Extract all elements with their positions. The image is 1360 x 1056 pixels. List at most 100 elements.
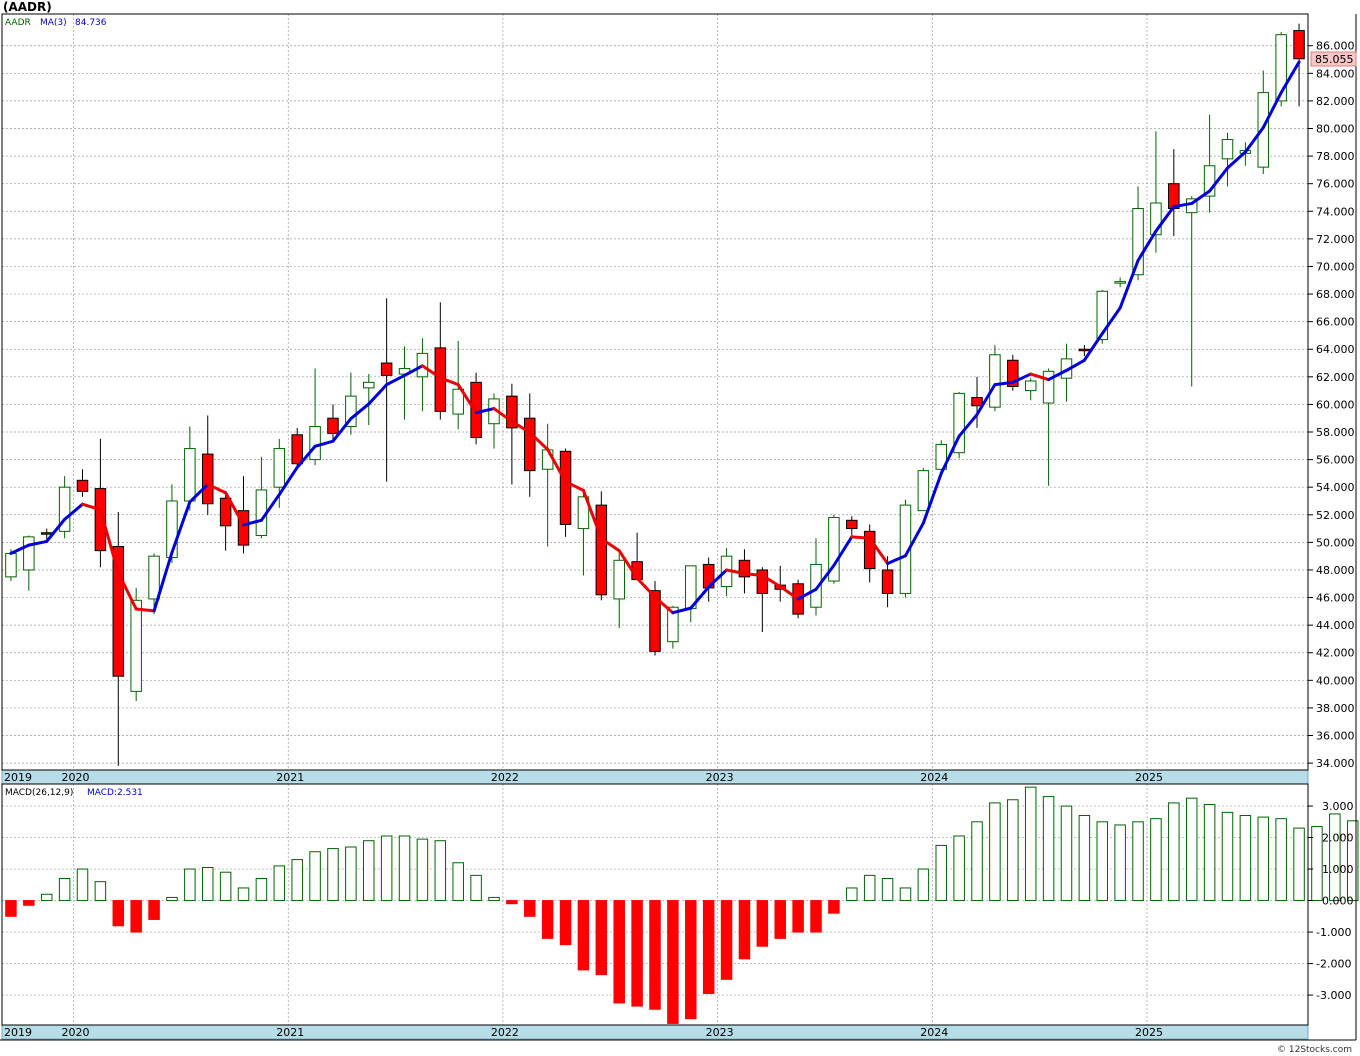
ma-segment [170,500,192,554]
candle [201,415,214,515]
candle-body [649,590,661,652]
ma-segment [1100,306,1122,336]
price-tick-label: 58.000 [1316,426,1355,439]
candle [595,491,608,601]
candle-body [846,519,858,530]
candle-body [184,448,196,502]
macd-bar [148,900,160,920]
macd-bar [828,900,840,914]
ma-segment [474,407,496,415]
ma-segment [725,568,746,576]
macd-bar [291,859,303,902]
price-tick-label: 68.000 [1316,288,1355,301]
candle-body [363,381,375,389]
moving-average-line [9,60,1301,615]
candle [649,581,661,656]
price-tick-label: 48.000 [1316,564,1355,577]
candle [398,346,411,420]
year-band [1,769,1309,785]
ma-segment [742,572,764,577]
candle-body [667,606,679,643]
candle [380,298,393,482]
ma-segment [921,471,943,525]
price-tick-label: 50.000 [1316,536,1355,549]
macd-bar [76,868,89,902]
ma-segment [1154,205,1176,233]
candle [953,392,965,459]
candle [846,516,858,536]
macd-bar [756,900,769,947]
year-label: 2020 [62,1026,90,1039]
price-tick-label: 66.000 [1316,316,1355,329]
ma-segment [242,518,263,527]
year-label: 2024 [920,771,948,784]
candle [112,512,125,766]
ma-segment [599,537,621,553]
candle-body [130,599,142,692]
macd-bar [5,900,17,917]
macd-bar [327,848,339,902]
ma-segment [1261,91,1283,130]
macd-bar [452,862,464,902]
macd-bar [577,900,590,971]
macd-bar [1257,816,1270,902]
watermark: © 12Stocks.com [1277,1045,1352,1055]
ma-segment [993,380,1015,387]
candle [291,427,303,470]
ma-segment [313,439,335,448]
macd-bar [935,844,947,902]
candle-body [452,388,464,415]
ma-segment [9,543,31,555]
macd-bar [846,887,858,902]
candle-body [953,392,965,454]
macd-histogram [5,786,1359,1024]
price-tick-label: 42.000 [1316,647,1355,660]
panel-frames [0,13,1357,1041]
candle-body [5,552,17,578]
macd-bar [702,900,715,994]
macd-bar [989,802,1001,902]
ma-segment [1029,372,1051,382]
candle [219,492,232,551]
macd-bar [40,893,53,902]
ma-segment [367,383,389,406]
price-tick-label: 46.000 [1316,592,1355,605]
ma-segment [45,517,67,543]
price-axis-labels: 34.000 36.000 38.000 40.000 42.000 44.000 46.0… [1308,40,1355,770]
macd-bar [1275,818,1287,902]
macd-bar [1168,802,1180,902]
candle [899,499,912,598]
year-label: 2022 [491,1026,519,1039]
ma-segment [850,535,872,540]
price-tick-label: 60.000 [1316,398,1355,411]
year-label: 2019 [4,771,32,784]
macd-bar [1329,813,1341,902]
price-tick-label: 84.000 [1316,67,1355,80]
candle-body [613,559,625,600]
macd-bar [58,878,71,902]
candle-body [219,497,232,527]
year-band [1,1024,1309,1040]
price-panel-frame [1,13,1309,771]
ma-segment [581,488,603,541]
macd-bar [416,838,429,902]
ma-segment [224,491,246,527]
macd-bar [112,900,125,927]
candle [363,374,375,426]
macd-bar [255,878,268,902]
candle [828,514,840,584]
candle [935,440,947,475]
ma-segment [81,502,102,512]
candle [1007,354,1019,391]
ma-segment [814,563,836,591]
macd-bar [1239,815,1252,902]
macd-bar [792,900,804,933]
macd-bar [1060,805,1073,902]
legend-ma-value: 84.736 [75,18,107,28]
candle-body [1096,290,1109,341]
macd-bar [685,900,697,1020]
candle-body [756,569,769,594]
candle-body [595,504,608,596]
candle [488,393,500,449]
candle [237,476,250,554]
